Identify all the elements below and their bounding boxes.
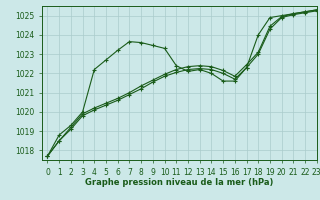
- X-axis label: Graphe pression niveau de la mer (hPa): Graphe pression niveau de la mer (hPa): [85, 178, 273, 187]
